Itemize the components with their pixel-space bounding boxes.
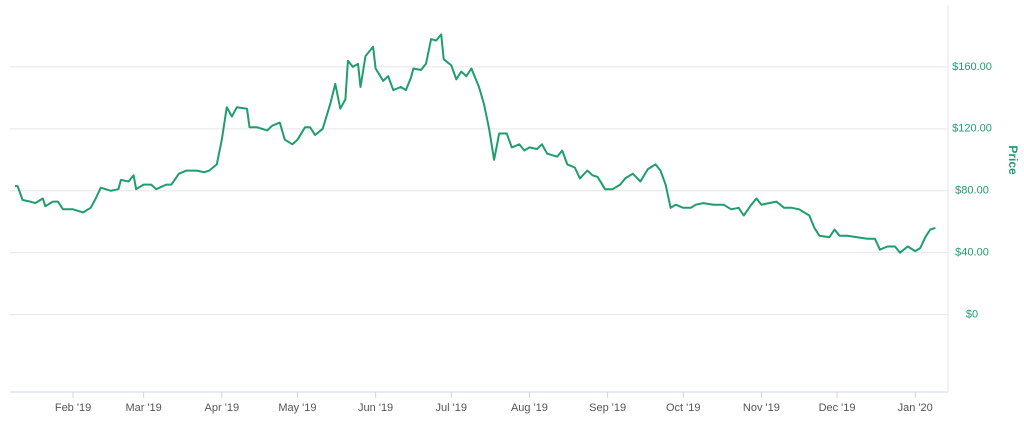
x-tick-label: Oct '19: [666, 402, 701, 414]
x-tick-label: Apr '19: [205, 402, 240, 414]
y-tick-label: $40.00: [955, 247, 989, 259]
x-tick-label: Feb '19: [55, 402, 91, 414]
price-line: [15, 33, 936, 254]
x-tick-label: Jul '19: [436, 402, 467, 414]
y-tick-label: $160.00: [952, 61, 992, 73]
x-tick-label: Jan '20: [898, 402, 933, 414]
x-tick-label: May '19: [278, 402, 316, 414]
y-tick-label: $120.00: [952, 123, 992, 135]
x-tick-label: Nov '19: [743, 402, 780, 414]
x-tick-label: Dec '19: [819, 402, 856, 414]
x-tick-label: Jun '19: [358, 402, 393, 414]
y-tick-label: $0: [966, 309, 978, 321]
y-axis-label: Price: [1006, 145, 1020, 175]
y-tick-label: $80.00: [955, 185, 989, 197]
x-tick-label: Sep '19: [589, 402, 626, 414]
x-tick-label: Aug '19: [511, 402, 548, 414]
x-tick-label: Mar '19: [125, 402, 161, 414]
